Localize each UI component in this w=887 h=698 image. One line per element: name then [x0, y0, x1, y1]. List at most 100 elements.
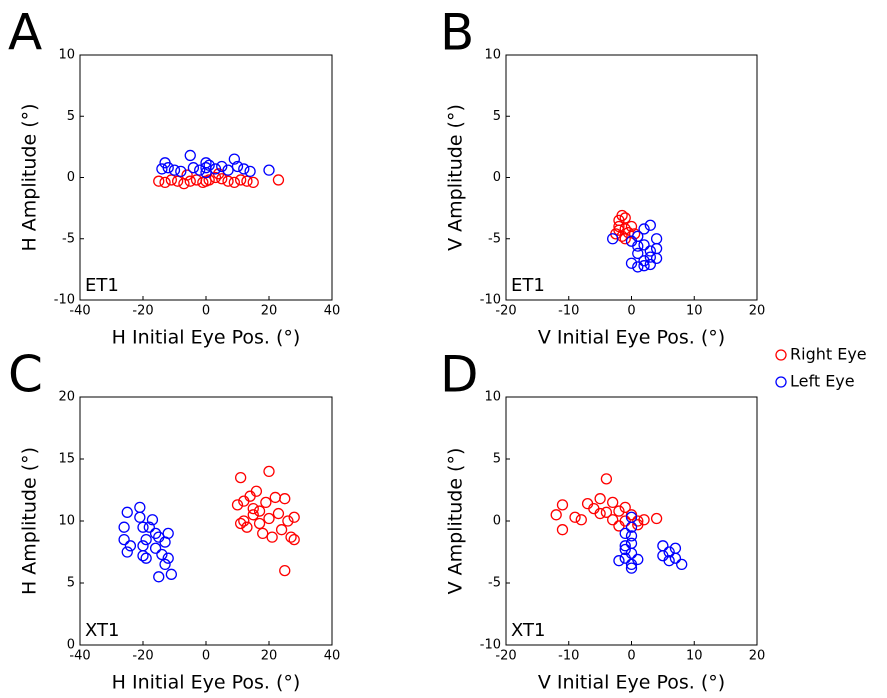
point: [228, 153, 241, 165]
x-tick-label: 20: [749, 304, 766, 319]
x-tick-label: 0: [202, 304, 210, 319]
y-tick-label: 10: [484, 48, 501, 63]
point: [581, 497, 594, 510]
point: [200, 166, 212, 179]
point: [588, 502, 600, 515]
point: [216, 160, 228, 173]
x-tick-label: -40: [69, 649, 90, 664]
point: [619, 543, 631, 556]
point: [118, 533, 130, 546]
point: [644, 258, 656, 271]
point: [644, 245, 656, 257]
point: [231, 160, 244, 173]
panel-label: B: [440, 4, 474, 62]
point: [140, 552, 152, 564]
x-tick-label: -20: [495, 649, 516, 664]
y-tick-label: 0: [67, 638, 75, 653]
point: [272, 507, 285, 520]
x-tick-label: 10: [686, 649, 703, 664]
panel-label: A: [8, 4, 42, 62]
point: [282, 515, 294, 527]
y-tick-label: 20: [58, 390, 75, 405]
point: [149, 542, 162, 554]
point: [625, 537, 638, 549]
point: [228, 176, 241, 189]
point: [153, 175, 165, 187]
point: [121, 506, 133, 518]
point: [632, 247, 644, 260]
point: [187, 162, 200, 174]
point: [613, 505, 625, 517]
point: [619, 540, 631, 552]
point: [234, 471, 247, 484]
annotation: ET1: [85, 275, 119, 296]
plot-frame: [505, 396, 758, 646]
point: [638, 260, 650, 272]
point: [288, 511, 300, 523]
point: [149, 527, 162, 540]
point: [146, 514, 159, 526]
point: [253, 505, 266, 517]
x-axis-label: V Initial Eye Pos. (°): [538, 327, 725, 349]
y-tick-label: 10: [58, 514, 75, 529]
x-tick-label: 0: [627, 304, 635, 319]
point: [272, 174, 285, 186]
point: [162, 162, 174, 174]
point: [159, 558, 171, 571]
point: [625, 509, 638, 521]
point: [244, 490, 256, 502]
point: [625, 521, 638, 533]
x-tick-label: 0: [627, 649, 635, 664]
point: [140, 533, 152, 546]
point: [124, 540, 137, 552]
x-tick-label: -20: [495, 304, 516, 319]
point: [556, 499, 569, 511]
point: [156, 163, 168, 175]
point: [625, 220, 638, 233]
y-tick-label: -10: [54, 293, 75, 308]
point: [184, 175, 196, 187]
point: [159, 176, 171, 189]
point: [600, 506, 613, 518]
y-tick-label: 0: [67, 170, 75, 185]
point: [194, 164, 206, 176]
point: [632, 230, 644, 242]
point: [669, 552, 682, 564]
point: [137, 540, 149, 552]
x-tick-label: -40: [69, 304, 90, 319]
point: [209, 171, 222, 184]
x-tick-label: 20: [261, 649, 278, 664]
x-axis-label: H Initial Eye Pos. (°): [112, 672, 301, 694]
y-tick-label: -5: [488, 576, 501, 591]
point: [250, 485, 263, 497]
point: [619, 501, 631, 514]
point: [632, 261, 644, 273]
legend-label: Left Eye: [790, 372, 855, 391]
x-tick-label: -10: [558, 304, 579, 319]
point: [203, 159, 215, 171]
x-tick-label: 40: [324, 304, 341, 319]
point: [171, 175, 184, 187]
point: [650, 233, 663, 245]
point: [279, 564, 291, 577]
point: [594, 493, 606, 505]
y-axis-label: H Amplitude (°): [19, 447, 41, 595]
point: [638, 514, 650, 526]
point: [209, 163, 222, 175]
point: [275, 524, 288, 536]
point: [168, 164, 181, 176]
point: [676, 558, 688, 571]
legend-marker: [775, 349, 787, 361]
point: [594, 507, 606, 520]
point: [134, 511, 146, 523]
annotation: XT1: [511, 620, 545, 641]
point: [156, 548, 168, 561]
point: [288, 533, 300, 546]
point: [257, 527, 269, 540]
legend-marker: [775, 376, 787, 388]
point: [134, 501, 146, 514]
point: [165, 568, 178, 580]
